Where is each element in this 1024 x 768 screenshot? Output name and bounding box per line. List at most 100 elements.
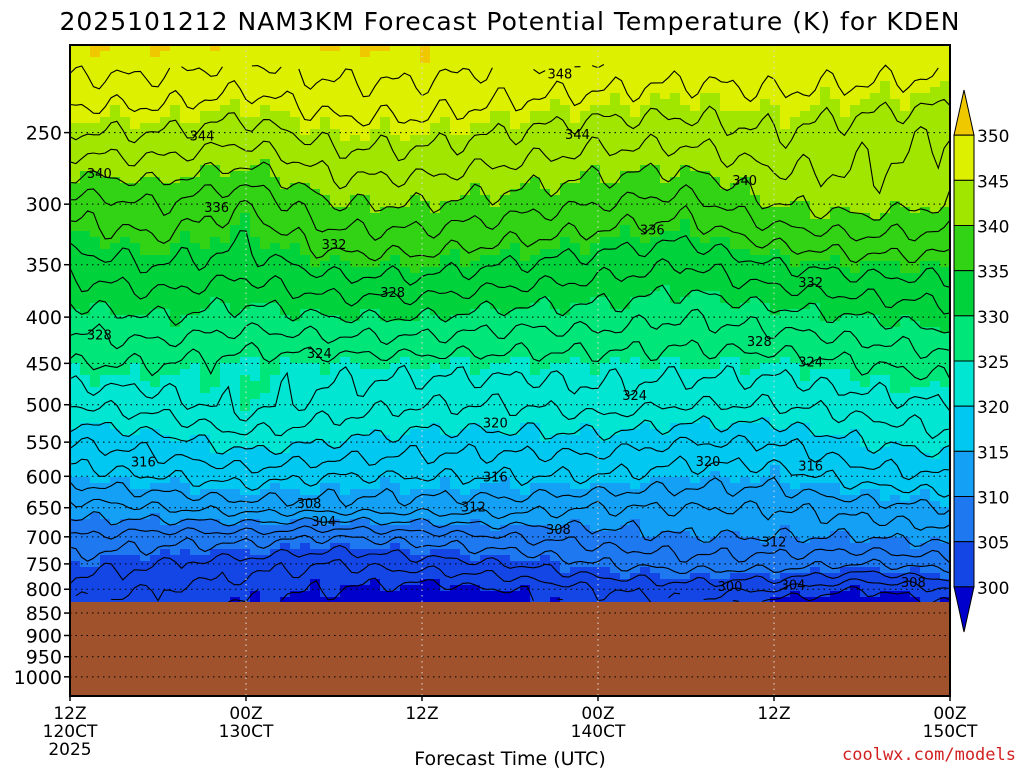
field-cell [160,99,171,106]
field-cell [280,111,291,118]
field-cell [300,255,311,262]
field-cell [320,321,331,328]
field-cell [190,579,201,586]
field-cell [380,237,391,244]
field-cell [370,549,381,556]
field-cell [240,183,251,190]
field-cell [180,297,191,304]
field-cell [130,555,141,562]
field-cell [400,165,411,172]
field-cell [540,549,551,556]
field-cell [380,345,391,352]
field-cell [70,129,81,136]
field-cell [240,441,251,448]
field-cell [200,435,211,442]
field-cell [160,381,171,388]
field-cell [100,405,111,412]
field-cell [410,597,421,604]
field-cell [280,345,291,352]
field-cell [370,357,381,364]
field-cell [390,501,401,508]
field-cell [270,411,281,418]
field-cell [480,417,491,424]
field-cell [380,147,391,154]
field-cell [570,351,581,358]
field-cell [570,111,581,118]
field-cell [580,63,591,70]
field-cell [490,201,501,208]
field-cell [350,585,361,592]
field-cell [590,291,601,298]
field-cell [310,513,321,520]
field-cell [280,303,291,310]
field-cell [470,573,481,580]
field-cell [300,57,311,64]
field-cell [210,459,221,466]
field-cell [340,171,351,178]
field-cell [200,513,211,520]
field-cell [230,573,241,580]
field-cell [320,447,331,454]
field-cell [300,351,311,358]
field-cell [130,375,141,382]
field-cell [250,567,261,574]
field-cell [450,423,461,430]
field-cell [90,129,101,136]
field-cell [130,573,141,580]
field-cell [190,453,201,460]
field-cell [210,285,221,292]
field-cell [550,255,561,262]
field-cell [450,237,461,244]
field-cell [350,519,361,526]
field-cell [300,291,311,298]
field-cell [570,357,581,364]
field-cell [380,201,391,208]
field-cell [170,405,181,412]
field-cell [230,141,241,148]
field-cell [90,429,101,436]
field-cell [550,459,561,466]
field-cell [70,435,81,442]
field-cell [320,207,331,214]
field-cell [460,303,471,310]
field-cell [240,561,251,568]
field-cell [130,591,141,598]
field-cell [430,213,441,220]
field-cell [500,267,511,274]
field-cell [500,387,511,394]
field-cell [80,417,91,424]
field-cell [480,267,491,274]
field-cell [590,459,601,466]
field-cell [210,513,221,520]
field-cell [420,51,431,58]
field-cell [420,111,431,118]
field-cell [180,171,191,178]
field-cell [340,141,351,148]
field-cell [140,411,151,418]
field-cell [220,357,231,364]
field-cell [390,495,401,502]
field-cell [480,273,491,280]
field-cell [110,363,121,370]
field-cell [540,321,551,328]
field-cell [210,351,221,358]
field-cell [470,471,481,478]
field-cell [220,105,231,112]
field-cell [580,147,591,154]
field-cell [300,195,311,202]
field-cell [320,387,331,394]
field-cell [270,381,281,388]
field-cell [180,87,191,94]
field-cell [540,249,551,256]
field-cell [100,171,111,178]
field-cell [380,75,391,82]
field-cell [240,111,251,118]
field-cell [520,87,531,94]
field-cell [490,519,501,526]
field-cell [290,75,301,82]
field-cell [90,111,101,118]
field-cell [480,135,491,142]
field-cell [80,237,91,244]
field-cell [600,141,611,148]
field-cell [470,63,481,70]
